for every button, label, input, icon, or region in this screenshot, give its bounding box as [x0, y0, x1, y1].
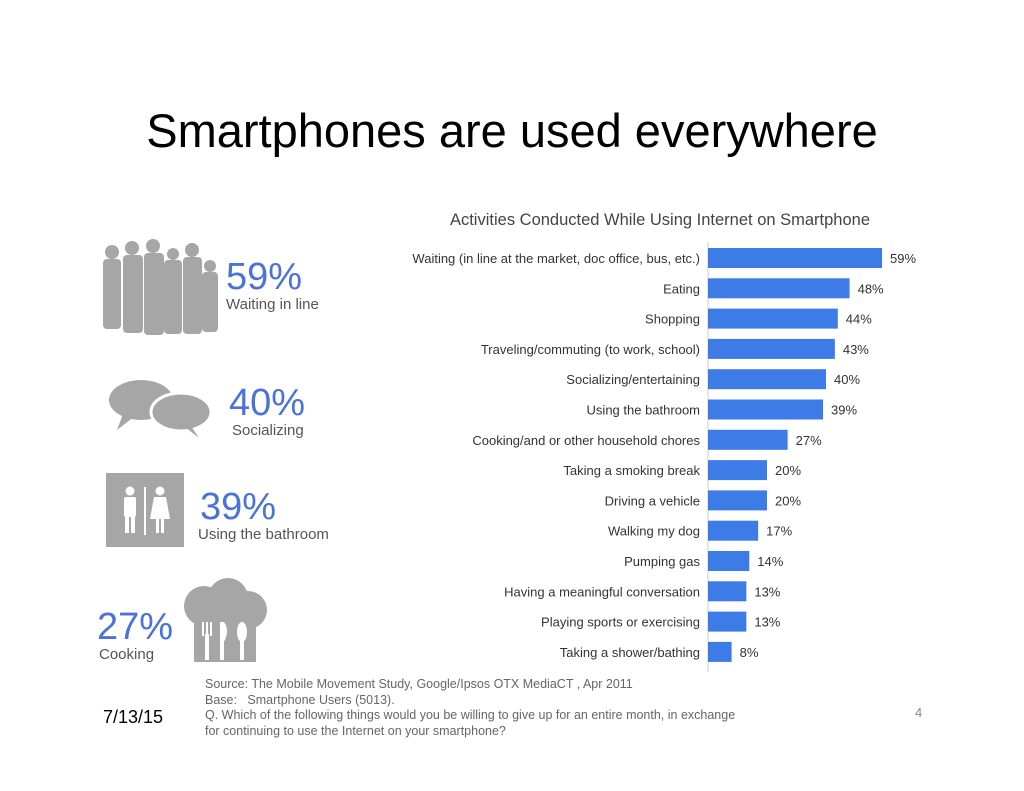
bar [708, 278, 850, 299]
value-label: 20% [775, 463, 801, 478]
value-label: 14% [757, 554, 783, 569]
value-label: 44% [846, 312, 872, 327]
stat-waiting-percent: 59% [226, 256, 303, 298]
slide-date: 7/13/15 [103, 707, 164, 727]
stat-bathroom-percent: 39% [200, 486, 277, 528]
bar [708, 611, 747, 632]
bar [708, 308, 838, 329]
category-label: Waiting (in line at the market, doc offi… [412, 251, 700, 266]
question-line: Q. Which of the following things would y… [205, 708, 736, 722]
value-label: 39% [831, 403, 857, 418]
bar [708, 641, 732, 662]
question-line-2: for continuing to use the Internet on yo… [205, 723, 506, 738]
stat-cooking-label: Cooking [99, 646, 155, 663]
slide-title: Smartphones are used everywhere [146, 104, 878, 157]
source-line: Source: The Mobile Movement Study, Googl… [205, 677, 633, 691]
category-label: Driving a vehicle [605, 493, 700, 508]
stat-cooking-percent: 27% [97, 606, 174, 648]
activities-bar-chart: Waiting (in line at the market, doc offi… [412, 242, 917, 672]
chart-title: Activities Conducted While Using Interne… [449, 211, 871, 229]
restroom-icon [106, 473, 184, 547]
value-label: 8% [740, 645, 759, 660]
category-label: Taking a shower/bathing [560, 645, 700, 660]
bar [708, 581, 747, 602]
category-label: Playing sports or exercising [541, 615, 700, 630]
value-label: 59% [890, 251, 916, 266]
category-label: Using the bathroom [587, 403, 700, 418]
value-label: 27% [796, 433, 822, 448]
category-label: Pumping gas [624, 554, 700, 569]
category-label: Walking my dog [608, 524, 700, 539]
bar [708, 248, 883, 268]
value-label: 48% [858, 281, 884, 296]
category-label: Shopping [645, 312, 700, 327]
bar [708, 399, 824, 420]
stat-waiting-label: Waiting in line [226, 296, 319, 313]
value-label: 40% [834, 372, 860, 387]
stat-bathroom-label: Using the bathroom [198, 526, 329, 543]
page-number: 4 [915, 705, 923, 720]
chef-hat-utensils-icon [184, 578, 267, 662]
category-label: Having a meaningful conversation [504, 584, 700, 599]
value-label: 43% [843, 342, 869, 357]
base-line: Base: Smartphone Users (5013). [205, 692, 395, 707]
bar [708, 338, 835, 359]
bar [708, 520, 759, 541]
bar [708, 429, 788, 450]
source-note: Source: The Mobile Movement Study, Googl… [205, 677, 735, 739]
bar [708, 369, 826, 390]
category-label: Socializing/entertaining [566, 372, 700, 387]
speech-bubbles-icon [109, 380, 213, 438]
bar [708, 551, 750, 571]
value-label: 13% [754, 615, 780, 630]
value-label: 20% [775, 493, 801, 508]
stat-socializing-percent: 40% [229, 382, 306, 424]
category-label: Eating [663, 281, 700, 296]
value-label: 17% [766, 524, 792, 539]
category-label: Traveling/commuting (to work, school) [481, 342, 700, 357]
bar [708, 490, 767, 511]
value-label: 13% [754, 584, 780, 599]
stat-socializing-label: Socializing [232, 422, 304, 439]
bar [708, 460, 767, 481]
category-label: Cooking/and or other household chores [472, 433, 700, 448]
category-label: Taking a smoking break [563, 463, 700, 478]
people-silhouette-icon [103, 239, 218, 335]
